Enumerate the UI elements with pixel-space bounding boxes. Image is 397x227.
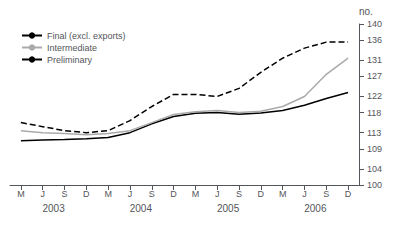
svg-text:M: M — [104, 189, 112, 199]
svg-text:J: J — [302, 189, 307, 199]
svg-text:118: 118 — [367, 108, 381, 118]
svg-text:S: S — [62, 189, 68, 199]
svg-text:109: 109 — [367, 144, 382, 154]
svg-text:Final (excl. exports): Final (excl. exports) — [47, 31, 126, 41]
svg-text:Preliminary: Preliminary — [47, 55, 93, 65]
svg-text:136: 136 — [367, 35, 382, 45]
svg-text:M: M — [192, 189, 200, 199]
svg-text:D: D — [345, 189, 352, 199]
svg-text:2003: 2003 — [43, 203, 66, 214]
svg-text:J: J — [128, 189, 133, 199]
svg-text:D: D — [258, 189, 265, 199]
svg-text:100: 100 — [367, 180, 382, 190]
svg-text:2004: 2004 — [130, 203, 153, 214]
svg-text:D: D — [83, 189, 90, 199]
svg-text:131: 131 — [367, 55, 382, 65]
svg-text:140: 140 — [367, 19, 382, 29]
svg-text:104: 104 — [367, 164, 382, 174]
svg-text:122: 122 — [367, 91, 382, 101]
svg-text:127: 127 — [367, 71, 382, 81]
svg-text:J: J — [40, 189, 45, 199]
svg-text:S: S — [236, 189, 242, 199]
svg-text:M: M — [17, 189, 25, 199]
svg-text:S: S — [149, 189, 155, 199]
svg-text:S: S — [323, 189, 329, 199]
svg-text:J: J — [215, 189, 220, 199]
svg-text:113: 113 — [367, 128, 381, 138]
svg-text:2006: 2006 — [304, 203, 327, 214]
svg-text:Intermediate: Intermediate — [47, 43, 97, 53]
svg-text:D: D — [170, 189, 177, 199]
svg-text:M: M — [279, 189, 287, 199]
svg-text:2005: 2005 — [217, 203, 240, 214]
svg-text:no.: no. — [359, 6, 373, 17]
